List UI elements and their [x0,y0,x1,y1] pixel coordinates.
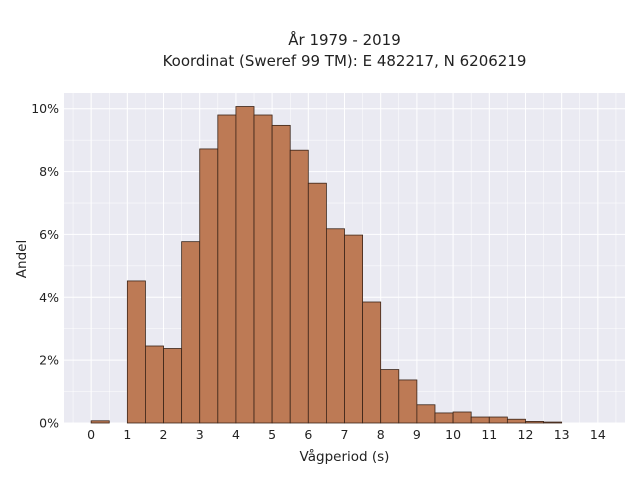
histogram-bar [253,114,273,424]
x-tick-label: 12 [518,427,534,442]
x-tick-label: 0 [87,427,95,442]
histogram-bar [434,412,454,424]
x-tick-label: 2 [160,427,168,442]
histogram-bar [181,241,201,424]
histogram-bar [90,420,110,424]
histogram-bar [344,234,363,424]
histogram-bar [307,182,327,424]
y-tick-label: 0% [39,416,59,431]
chart-title-line-1: År 1979 - 2019 [288,30,401,49]
x-tick-label: 11 [481,427,497,442]
y-tick-label: 2% [39,353,59,368]
y-axis-label: Andel [14,240,30,278]
histogram-bar [217,114,237,424]
histogram-bar [525,421,544,424]
x-tick-label: 6 [304,427,312,442]
histogram-bar [235,106,255,424]
histogram-bar [163,348,183,424]
x-tick-label: 7 [341,427,349,442]
x-tick-label: 14 [590,427,606,442]
x-tick-label: 1 [123,427,131,442]
x-axis-label: Vågperiod (s) [300,448,390,465]
chart-title-line-2: Koordinat (Sweref 99 TM): E 482217, N 62… [163,52,527,70]
x-tick-label: 13 [554,427,570,442]
y-tick-label: 4% [39,290,59,305]
histogram-bar [362,301,382,424]
y-tick-label: 10% [31,101,59,116]
x-tick-label: 5 [268,427,276,442]
histogram-bar [199,148,219,424]
histogram-bar [271,124,291,424]
histogram-bars [90,106,563,424]
histogram-bar [452,411,472,424]
histogram-bar [398,379,418,424]
histogram-bar [470,416,490,424]
histogram-bar [506,418,526,424]
histogram-bar [416,404,436,424]
y-tick-label: 8% [39,164,59,179]
histogram-bar [289,149,309,424]
histogram-bar [380,369,400,424]
histogram-bar [126,280,146,424]
y-tick-labels: 0% 2% 4% 6% 8% 10% [31,101,59,430]
x-tick-labels: 0 1 2 3 4 5 6 7 8 9 10 11 12 13 14 [87,427,606,442]
x-tick-label: 8 [377,427,385,442]
grid-lines [64,93,625,424]
y-tick-label: 6% [39,227,59,242]
x-tick-label: 10 [445,427,461,442]
histogram-bar [543,421,563,424]
histogram-bar [488,416,508,424]
x-tick-label: 3 [196,427,204,442]
histogram-bar [145,345,164,424]
x-tick-label: 4 [232,427,240,442]
x-tick-label: 9 [413,427,421,442]
histogram-bar [326,228,345,424]
